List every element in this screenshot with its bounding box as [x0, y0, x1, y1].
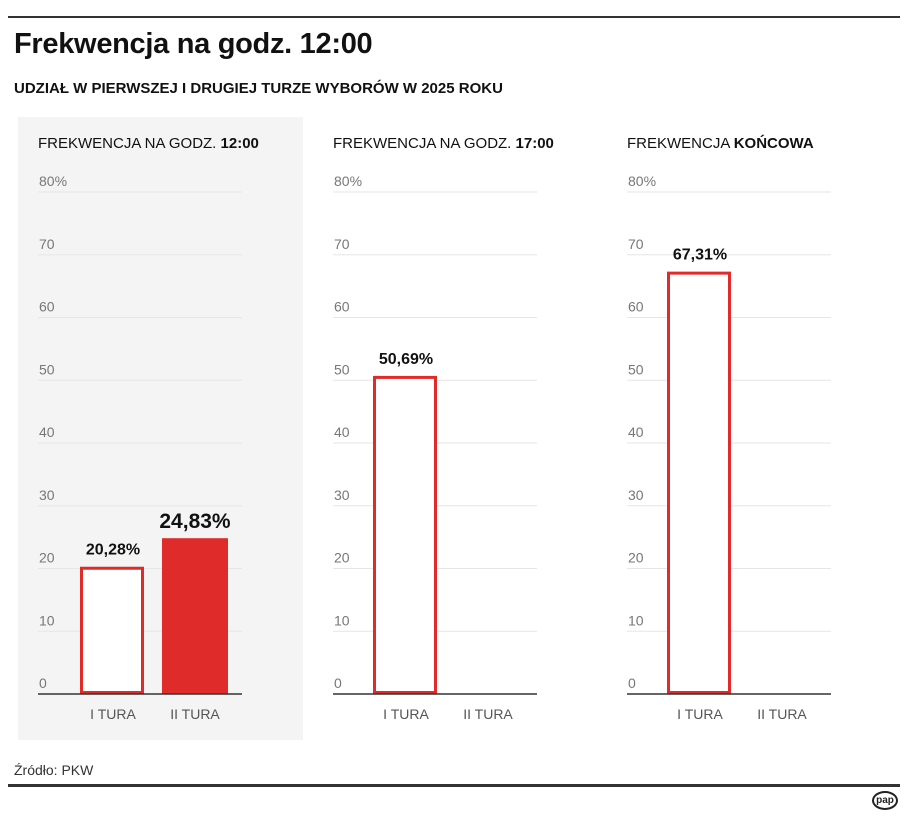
x-category-label: II TURA [757, 706, 807, 722]
panel-title: FREKWENCJA NA GODZ. 17:00 [333, 135, 554, 152]
y-tick-label: 40 [628, 424, 644, 440]
source-note: Źródło: PKW [14, 762, 94, 778]
y-tick-label: 0 [334, 675, 342, 691]
y-tick-label: 10 [628, 612, 644, 628]
page-title: Frekwencja na godz. 12:00 [14, 28, 373, 60]
panel-title-bold: KOŃCOWA [734, 135, 814, 152]
y-tick-label: 40 [334, 424, 350, 440]
y-tick-label: 30 [628, 487, 644, 503]
y-tick-label: 0 [39, 675, 47, 691]
bottom-rule [8, 784, 900, 787]
panel-title: FREKWENCJA KOŃCOWA [627, 135, 814, 152]
y-tick-label: 80% [334, 173, 362, 189]
y-tick-label: 50 [334, 361, 350, 377]
data-label: 67,31% [673, 247, 727, 264]
y-tick-label: 80% [628, 173, 656, 189]
panel-title-bold: 12:00 [221, 135, 259, 152]
x-category-label: II TURA [170, 706, 220, 722]
data-label: 20,28% [86, 542, 140, 559]
y-tick-label: 60 [39, 299, 55, 315]
x-category-label: II TURA [463, 706, 513, 722]
y-tick-label: 10 [334, 612, 350, 628]
y-tick-label: 80% [39, 173, 67, 189]
panel-title-regular: FREKWENCJA NA GODZ. [333, 135, 516, 152]
y-tick-label: 60 [628, 299, 644, 315]
y-tick-label: 50 [628, 361, 644, 377]
bar [667, 271, 731, 694]
y-tick-label: 20 [628, 550, 644, 566]
panel-title-regular: FREKWENCJA [627, 135, 734, 152]
top-rule [8, 16, 900, 18]
y-tick-label: 70 [628, 236, 644, 252]
bar [373, 375, 437, 694]
y-tick-label: 50 [39, 361, 55, 377]
x-category-label: I TURA [677, 706, 723, 722]
page-subtitle: UDZIAŁ W PIERWSZEJ I DRUGIEJ TURZE WYBOR… [14, 80, 503, 97]
panel-highlight-bg [18, 117, 303, 740]
y-tick-label: 70 [39, 236, 55, 252]
y-tick-label: 20 [39, 550, 55, 566]
bar [162, 538, 228, 694]
y-tick-label: 0 [628, 675, 636, 691]
y-tick-label: 60 [334, 299, 350, 315]
x-category-label: I TURA [90, 706, 136, 722]
data-label: 24,83% [159, 510, 231, 533]
y-tick-label: 30 [39, 487, 55, 503]
y-tick-label: 40 [39, 424, 55, 440]
bar [80, 566, 144, 694]
panel-title-regular: FREKWENCJA NA GODZ. [38, 135, 221, 152]
y-tick-label: 30 [334, 487, 350, 503]
panel-title-bold: 17:00 [516, 135, 554, 152]
y-tick-label: 70 [334, 236, 350, 252]
x-category-label: I TURA [383, 706, 429, 722]
y-tick-label: 10 [39, 612, 55, 628]
data-label: 50,69% [379, 351, 433, 368]
pap-logo: pap [872, 791, 898, 810]
y-tick-label: 20 [334, 550, 350, 566]
panel-title: FREKWENCJA NA GODZ. 12:00 [38, 135, 259, 152]
